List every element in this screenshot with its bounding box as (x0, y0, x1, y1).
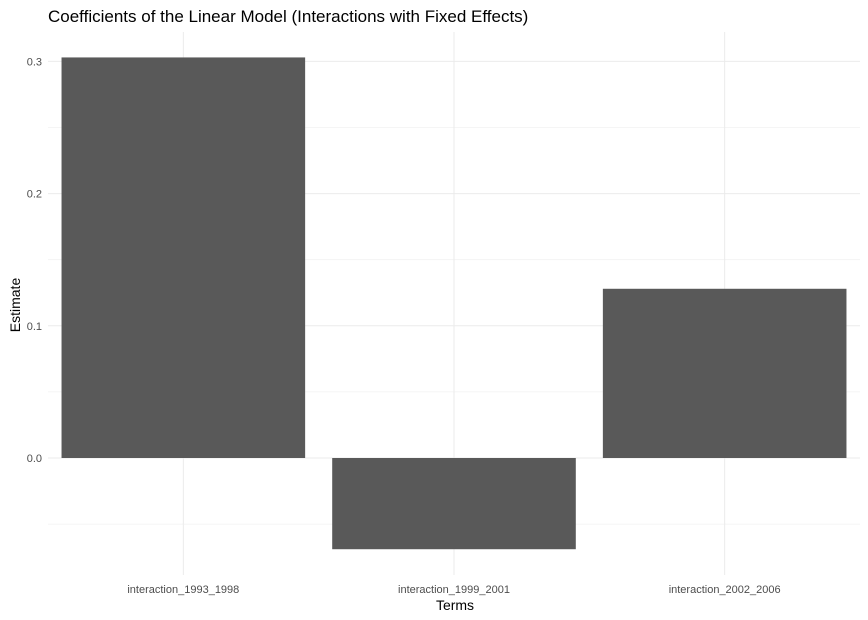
y-tick-label: 0.2 (27, 189, 42, 201)
y-tick-labels: 0.0 0.1 0.2 0.3 (27, 56, 42, 465)
bar (61, 57, 306, 459)
chart-title: Coefficients of the Linear Model (Intera… (48, 7, 528, 26)
bar (332, 458, 576, 550)
x-tick-labels: interaction_1993_1998 interaction_1999_20… (127, 584, 780, 596)
y-tick-label: 0.0 (27, 453, 42, 465)
x-tick-label: interaction_2002_2006 (669, 584, 781, 596)
y-tick-label: 0.3 (27, 56, 42, 68)
y-axis-title: Estimate (7, 278, 23, 333)
bar (602, 288, 847, 458)
x-tick-label: interaction_1993_1998 (127, 584, 239, 596)
bars (61, 57, 847, 550)
x-tick-label: interaction_1999_2001 (398, 584, 510, 596)
x-axis-title: Terms (436, 597, 474, 613)
y-tick-label: 0.1 (27, 321, 42, 333)
